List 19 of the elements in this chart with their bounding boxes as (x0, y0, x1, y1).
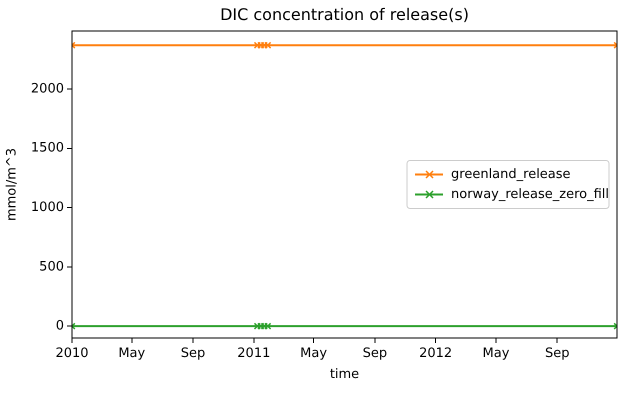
x-tick-label: May (118, 346, 146, 362)
x-tick-label: Sep (362, 346, 388, 362)
y-axis-title: mmol/m^3 (4, 148, 20, 222)
x-tick-label: Sep (180, 346, 206, 362)
y-tick-label: 1500 (30, 140, 64, 156)
legend-label: greenland_release (451, 166, 571, 182)
x-tick-label: 2012 (419, 346, 452, 362)
x-axis-title: time (330, 366, 360, 382)
x-tick-label: May (482, 346, 510, 362)
x-tick-label: Sep (544, 346, 570, 362)
x-tick-label: May (300, 346, 328, 362)
x-tick-label: 2010 (55, 346, 89, 362)
x-tick-label: 2011 (237, 346, 270, 362)
chart-title: DIC concentration of release(s) (220, 5, 469, 24)
y-tick-label: 0 (56, 318, 64, 334)
y-tick-label: 500 (39, 259, 64, 274)
legend-label: norway_release_zero_fill (451, 186, 610, 202)
y-tick-label: 1000 (30, 200, 64, 215)
y-tick-label: 2000 (30, 81, 64, 96)
